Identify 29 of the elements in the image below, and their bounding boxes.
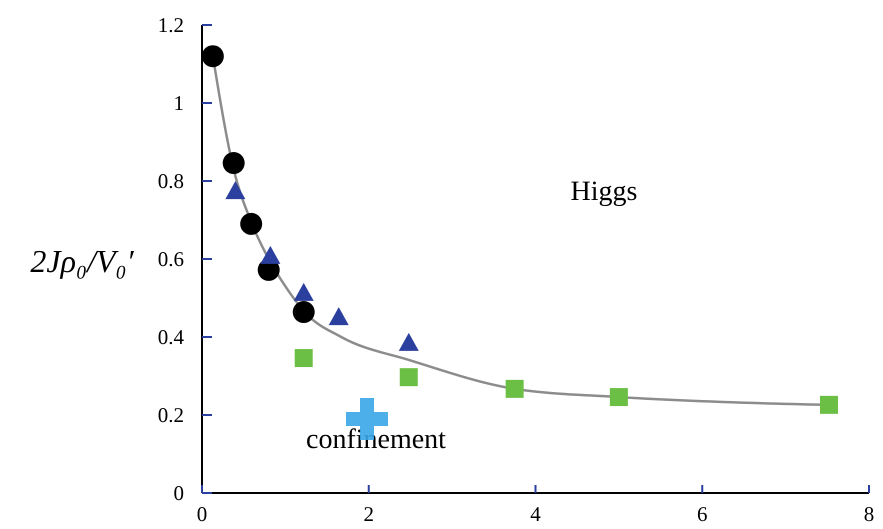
point [260,246,280,264]
y-tick-label: 0 [174,481,184,505]
y-tick-label: 0.2 [158,403,184,427]
x-tick-label: 8 [864,502,874,526]
point [294,282,314,301]
y-tick-label: 1 [174,91,184,115]
point [398,332,419,351]
y-tick-label: 0.8 [158,169,184,193]
x-tick-label: 2 [364,502,374,526]
y-axis-title: 2Jρ₀/V₀′ [30,243,135,279]
y-tick-label: 1.2 [158,13,184,37]
point [225,181,246,200]
point [294,349,313,368]
x-tick-label: 0 [196,502,208,526]
y-tick-label: 0.4 [158,325,184,349]
point [202,45,224,68]
point [610,388,628,406]
point [222,152,245,174]
point [292,301,315,324]
x-tick-label: 6 [697,502,708,526]
x-tick-label: 4 [530,502,542,526]
point [240,212,262,235]
point [820,396,838,414]
point [400,368,418,386]
annotation: confinement [306,424,446,455]
point [328,307,349,326]
point [506,380,524,398]
y-tick-label: 0.6 [158,247,184,271]
annotation: Higgs [570,176,638,207]
